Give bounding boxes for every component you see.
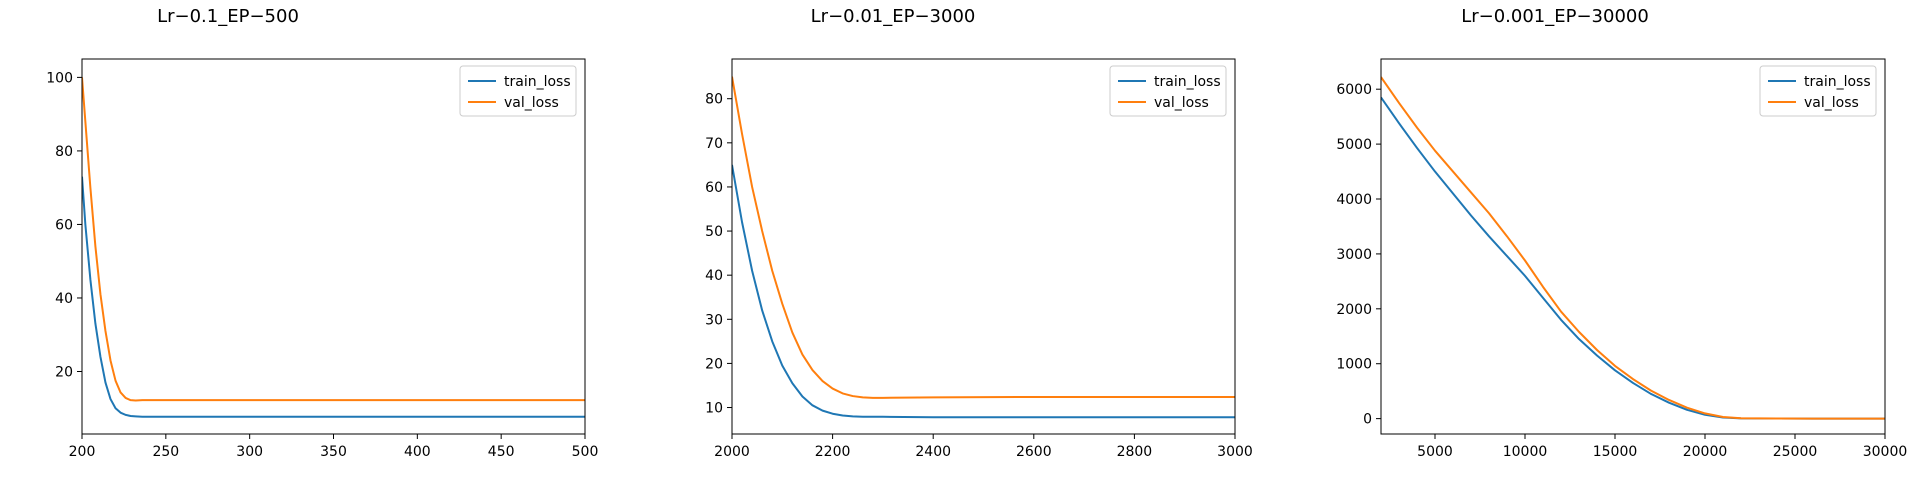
y-tick-label: 20 (55, 365, 73, 381)
y-tick-label: 2000 (1336, 302, 1372, 318)
legend-box (459, 65, 577, 117)
y-tick-label: 40 (705, 268, 723, 284)
x-tick-label: 350 (320, 444, 347, 460)
series-line-val-loss (732, 76, 1235, 399)
axes-frame (731, 58, 1236, 435)
x-tick-label: 10000 (1503, 444, 1548, 460)
y-tick-label: 100 (46, 70, 73, 86)
x-tick-label: 450 (488, 444, 515, 460)
y-tick-label: 3000 (1336, 247, 1372, 263)
subplot-2: Lr−0.01_EP−3000 2000 2200 2400 2600 2800 3000 1… (705, 6, 1253, 460)
y-tick-label: 0 (1363, 412, 1372, 428)
legend-label: train_loss (1804, 74, 1871, 90)
legend-box (1109, 65, 1227, 117)
series-line-train-loss (1381, 96, 1885, 420)
y-tick-label: 50 (705, 224, 723, 240)
legend: train_loss val_loss (1109, 65, 1227, 117)
y-tick-label: 1000 (1336, 357, 1372, 373)
y-tick-label: 70 (705, 136, 723, 152)
legend-box (1759, 65, 1877, 117)
subplot-title: Lr−0.01_EP−3000 (811, 6, 976, 27)
legend-label: val_loss (504, 95, 559, 111)
x-tick-label: 20000 (1683, 444, 1728, 460)
legend-label: val_loss (1804, 95, 1859, 111)
y-tick-label: 5000 (1336, 137, 1372, 153)
x-tick-label: 2800 (1117, 444, 1153, 460)
series-line-val-loss (82, 77, 585, 402)
x-tick-label: 30000 (1863, 444, 1908, 460)
x-tick-label: 25000 (1773, 444, 1818, 460)
legend: train_loss val_loss (459, 65, 577, 117)
y-tick-label: 6000 (1336, 82, 1372, 98)
legend-label: train_loss (504, 74, 571, 90)
x-tick-label: 250 (152, 444, 179, 460)
y-tick-label: 40 (55, 291, 73, 307)
y-tick-label: 10 (705, 401, 723, 417)
axes-frame (1380, 58, 1886, 435)
y-tick-label: 20 (705, 356, 723, 372)
series-line-val-loss (1381, 76, 1885, 420)
x-tick-label: 200 (69, 444, 96, 460)
y-tick-label: 80 (55, 144, 73, 160)
subplot-title: Lr−0.1_EP−500 (157, 6, 299, 27)
x-tick-label: 2200 (815, 444, 851, 460)
subplot-1: Lr−0.1_EP−500 200 250 300 350 400 450 500 20 40 60… (46, 6, 598, 460)
x-tick-label: 2400 (915, 444, 951, 460)
x-tick-label: 15000 (1593, 444, 1638, 460)
y-tick-label: 60 (55, 217, 73, 233)
legend: train_loss val_loss (1759, 65, 1877, 117)
x-tick-label: 3000 (1217, 444, 1253, 460)
y-tick-label: 60 (705, 180, 723, 196)
legend-label: val_loss (1154, 95, 1209, 111)
legend-label: train_loss (1154, 74, 1221, 90)
y-tick-label: 30 (705, 312, 723, 328)
x-tick-label: 300 (236, 444, 263, 460)
subplot-title: Lr−0.001_EP−30000 (1461, 6, 1649, 27)
x-tick-label: 400 (404, 444, 431, 460)
x-tick-label: 500 (572, 444, 599, 460)
x-tick-label: 2600 (1016, 444, 1052, 460)
series-line-train-loss (82, 176, 585, 418)
y-tick-label: 80 (705, 92, 723, 108)
x-tick-label: 2000 (714, 444, 750, 460)
x-tick-label: 5000 (1417, 444, 1453, 460)
y-tick-label: 4000 (1336, 192, 1372, 208)
series-line-train-loss (732, 164, 1235, 419)
